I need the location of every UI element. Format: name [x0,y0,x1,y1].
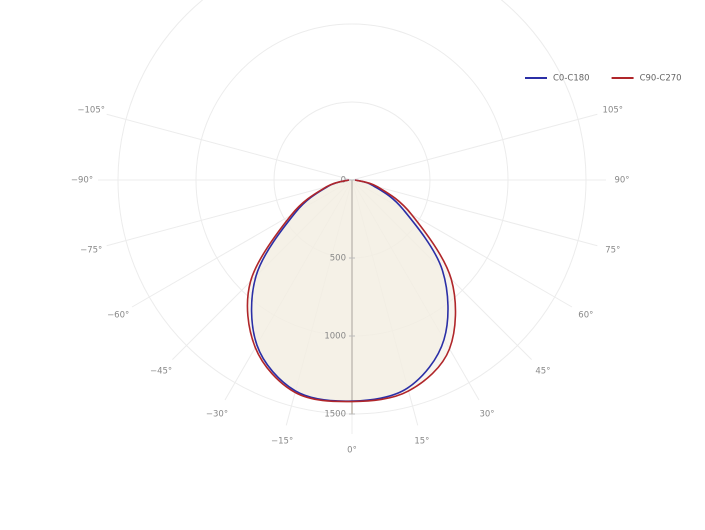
theta-tick-label: −15° [271,436,293,446]
theta-tick-label: 60° [578,311,593,321]
spoke [106,179,353,247]
r-tick-label: 1000 [324,332,346,342]
legend-label: C0-C180 [553,74,590,84]
series-line [246,179,457,403]
theta-tick-label: −90° [71,176,93,186]
theta-tick-label: −105° [77,106,105,116]
theta-tick-label: −45° [150,366,172,376]
spoke [351,113,598,181]
r-tick-label: 1500 [324,410,346,420]
theta-tick-label: 75° [605,245,620,255]
theta-tick-label: −60° [107,311,129,321]
theta-tick-label: −75° [80,245,102,255]
legend-label: C90-C270 [640,74,682,84]
theta-tick-label: 30° [479,409,494,419]
theta-tick-label: 0° [347,446,357,456]
theta-tick-label: −30° [206,409,228,419]
spoke [106,113,353,181]
spoke [351,179,598,247]
theta-tick-label: 15° [414,436,429,446]
r-tick-label: 500 [330,254,346,264]
theta-tick-label: 90° [614,176,629,186]
theta-tick-label: 45° [535,366,550,376]
theta-tick-label: 105° [603,106,623,116]
